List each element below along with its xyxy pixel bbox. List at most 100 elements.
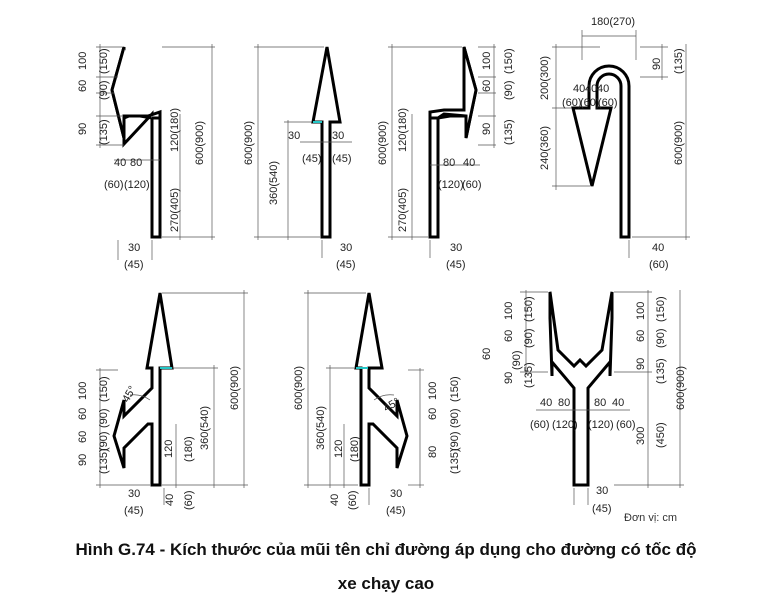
dim-45: (45) [592, 503, 612, 515]
dim-120p: (120) [124, 179, 150, 191]
dim-60p: (60) [462, 179, 482, 191]
dim-90c: (90) [98, 431, 110, 451]
dim-120-180: 120(180) [169, 108, 181, 152]
dim-60a: (60) [562, 97, 582, 109]
arrow-fork: 100 (150) 60 (90) 60 (90) 90 (135) 100 (… [481, 290, 687, 515]
dim-45: (45) [302, 153, 322, 165]
dim-150: (150) [449, 376, 461, 402]
dim-40b: 40 [585, 83, 597, 95]
dim-135: (135) [503, 119, 515, 145]
arrow-left-turn: 100 (150) 60 (90) 90 (135) 120(180) 600(… [77, 44, 215, 271]
dim-30c: 30 [340, 242, 352, 254]
dim-60: 60 [77, 408, 89, 420]
dim-90r: (90) [655, 328, 667, 348]
dim-100: 100 [503, 302, 515, 320]
dim-60c: (60) [616, 419, 636, 431]
dim-180-270: 180(270) [591, 16, 635, 28]
dim-40b: 40 [612, 397, 624, 409]
dim-240: 240(360) [539, 126, 551, 170]
dim-100: 100 [481, 52, 493, 70]
dim-150r: (150) [655, 296, 667, 322]
dim-135: (135) [98, 448, 110, 474]
dim-150: (150) [98, 376, 110, 402]
dim-135: (135) [449, 448, 461, 474]
dim-90b: 90 [77, 454, 89, 466]
dim-80: 80 [427, 446, 439, 458]
dim-60b: 60 [77, 431, 89, 443]
dim-30: 30 [450, 242, 462, 254]
arrow-straight-right: 45° 600(900) 360(540) 120 (180) 100 (150… [293, 290, 461, 517]
arrow-right-turn: 600(900) 120(180) 270(405) 100 (150) 60 … [377, 44, 515, 271]
dim-270: 270(405) [397, 188, 409, 232]
dim-40: 40 [164, 494, 176, 506]
dim-120: 120 [163, 440, 175, 458]
dim-45: (45) [386, 505, 406, 517]
dim-30b: 30 [332, 130, 344, 142]
unit-note: Đơn vị: cm [624, 512, 678, 524]
dim-300: 300 [635, 427, 647, 445]
dim-80: 80 [130, 157, 142, 169]
dim-60r: 60 [635, 330, 647, 342]
dim-120: 120 [333, 440, 345, 458]
dim-60a: (60) [530, 419, 550, 431]
dim-360: 360(540) [199, 406, 211, 450]
dim-90br: 90 [635, 358, 647, 370]
arrow-straight-left: 45° 100 (150) 60 (90) 60 (90) 90 (135) 1… [77, 290, 248, 517]
dim-90: (90) [503, 80, 515, 100]
arrow-u-turn: 180(270) 90 (135) 200(300) 240(360) 600(… [539, 16, 690, 271]
dim-600: 600(900) [293, 366, 305, 410]
dim-135: (135) [523, 362, 535, 388]
dim-60: (60) [183, 490, 195, 510]
dim-60: 60 [503, 330, 515, 342]
dim-360: 360(540) [268, 161, 280, 205]
dim-40: 40 [114, 157, 126, 169]
dim-45: (45) [124, 259, 144, 271]
dim-30: 30 [128, 488, 140, 500]
dim-60c: (60) [598, 97, 618, 109]
dim-150: (150) [503, 48, 515, 74]
dim-100: 100 [77, 52, 89, 70]
dim-90: (90) [449, 408, 461, 428]
dim-100r: 100 [635, 302, 647, 320]
dim-90c: (90) [449, 431, 461, 451]
dim-30: 30 [128, 242, 140, 254]
dim-60: 60 [77, 80, 89, 92]
dim-120a: (120) [552, 419, 578, 431]
dim-90b: 90 [77, 123, 89, 135]
dim-40a: 40 [540, 397, 552, 409]
dim-40a: 40 [573, 83, 585, 95]
dim-120b: (120) [588, 419, 614, 431]
dim-60p: (60) [649, 259, 669, 271]
dim-80a: 80 [558, 397, 570, 409]
dim-45: (45) [446, 259, 466, 271]
dim-90c: (90) [511, 350, 523, 370]
dim-135r: (135) [655, 358, 667, 384]
dim-30: 30 [390, 488, 402, 500]
dim-150: (150) [523, 296, 535, 322]
dim-60: 60 [427, 408, 439, 420]
dim-150: (150) [98, 48, 110, 74]
dim-60p: (60) [347, 490, 359, 510]
dim-45b: (45) [332, 153, 352, 165]
dim-90: (90) [523, 328, 535, 348]
dim-90b: 90 [503, 372, 515, 384]
dim-30: 30 [288, 130, 300, 142]
dim-600: 600(900) [194, 121, 206, 165]
dim-30: 30 [596, 485, 608, 497]
dim-180: (180) [183, 436, 195, 462]
dim-120-180: 120(180) [397, 108, 409, 152]
dim-90: (90) [98, 408, 110, 428]
figure-caption-line1: Hình G.74 - Kích thước của mũi tên chỉ đ… [75, 540, 697, 559]
dim-45c: (45) [336, 259, 356, 271]
dim-80: 80 [443, 157, 455, 169]
dim-600: 600(900) [675, 366, 687, 410]
dim-40: 40 [329, 494, 341, 506]
dim-200: 200(300) [539, 56, 551, 100]
dim-360: 360(540) [315, 406, 327, 450]
dim-135: (135) [673, 48, 685, 74]
dim-90: 90 [651, 58, 663, 70]
dim-40: 40 [652, 242, 664, 254]
dim-600: 600(900) [673, 121, 685, 165]
dim-450: (450) [655, 422, 667, 448]
figure-caption-line2: xe chạy cao [337, 574, 435, 593]
